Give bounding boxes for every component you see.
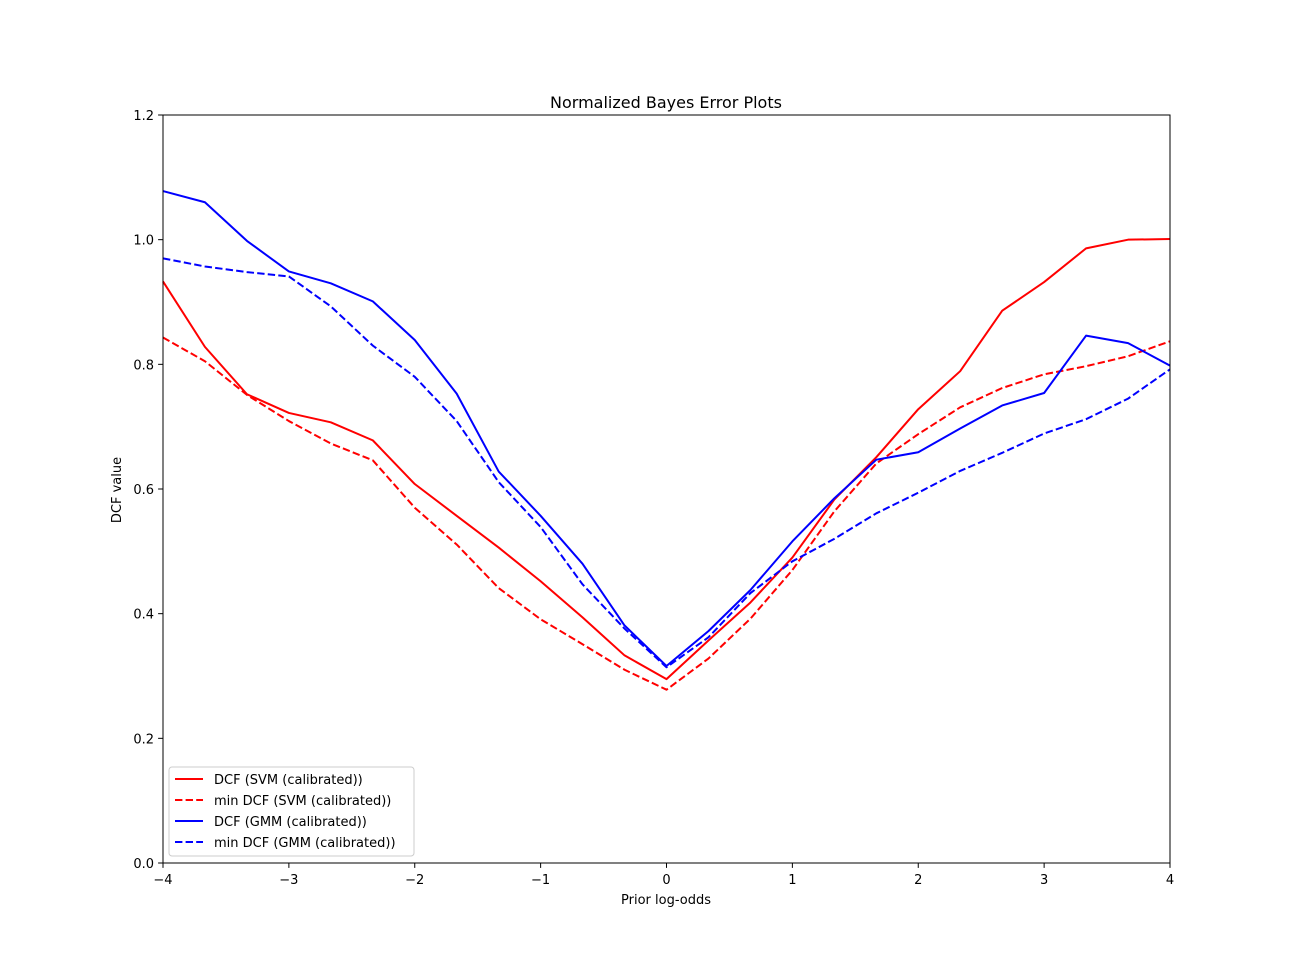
x-tick-label: −2 bbox=[405, 873, 424, 888]
y-tick-label: 1.2 bbox=[133, 109, 154, 124]
chart-title: Normalized Bayes Error Plots bbox=[550, 93, 782, 112]
series-line-2 bbox=[162, 336, 1171, 691]
legend-box bbox=[168, 766, 415, 857]
legend: DCF (SVM (calibrated)) min DCF (SVM (cali… bbox=[168, 766, 415, 857]
y-tick-label: 0.4 bbox=[133, 608, 154, 623]
y-tick-label: 0.0 bbox=[133, 857, 154, 872]
series-line-1 bbox=[162, 238, 1171, 681]
y-tick-label: 0.8 bbox=[133, 358, 154, 373]
x-axis: −4 −3 −2 −1 0 1 2 3 4 bbox=[153, 863, 1174, 888]
series-layer bbox=[162, 190, 1171, 691]
legend-label-2: min DCF (SVM (calibrated)) bbox=[214, 794, 391, 809]
y-axis: 0.0 0.2 0.4 0.6 0.8 1.0 1.2 bbox=[133, 109, 163, 872]
x-tick-label: 0 bbox=[662, 873, 670, 888]
legend-label-3: DCF (GMM (calibrated)) bbox=[214, 815, 367, 830]
y-tick-label: 1.0 bbox=[133, 234, 154, 249]
x-tick-label: 4 bbox=[1166, 873, 1174, 888]
legend-label-1: DCF (SVM (calibrated)) bbox=[214, 773, 363, 788]
y-axis-title: DCF value bbox=[110, 457, 125, 523]
y-tick-label: 0.6 bbox=[133, 483, 154, 498]
y-tick-label: 0.2 bbox=[133, 732, 154, 747]
x-tick-label: −3 bbox=[279, 873, 298, 888]
series-line-4 bbox=[162, 257, 1171, 669]
x-tick-label: 1 bbox=[788, 873, 796, 888]
legend-label-4: min DCF (GMM (calibrated)) bbox=[214, 836, 396, 851]
x-tick-label: −4 bbox=[153, 873, 172, 888]
x-tick-label: 3 bbox=[1040, 873, 1048, 888]
x-tick-label: −1 bbox=[531, 873, 550, 888]
x-tick-label: 2 bbox=[914, 873, 922, 888]
x-axis-title: Prior log-odds bbox=[621, 893, 711, 908]
